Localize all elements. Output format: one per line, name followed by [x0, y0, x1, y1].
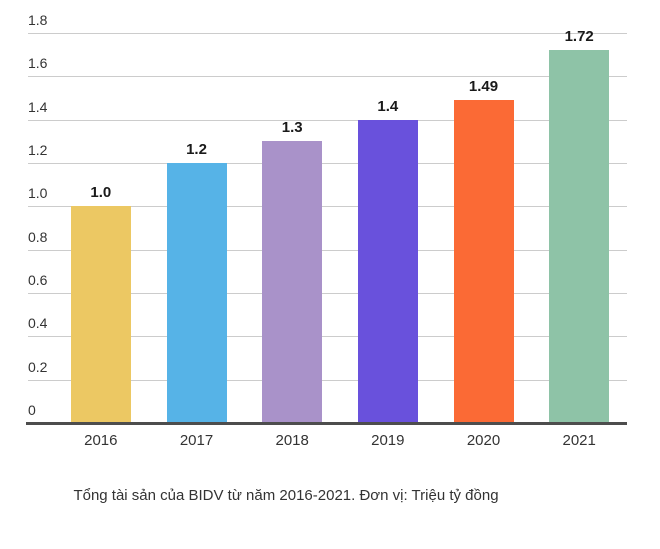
chart-caption: Tổng tài sản của BIDV từ năm 2016-2021. …	[73, 487, 499, 504]
x-tick-label: 2021	[562, 432, 596, 449]
bar-2020	[453, 100, 514, 423]
gridline	[28, 379, 627, 381]
gridline	[28, 163, 627, 164]
x-tick-label: 2017	[179, 432, 214, 449]
x-tick-label: 2016	[84, 432, 118, 449]
bar-2021	[549, 50, 610, 423]
x-tick-label: 2019	[371, 432, 405, 449]
bar-2018	[262, 141, 323, 423]
bar-value-label: 1.49	[468, 78, 499, 96]
y-tick-label: 1.4	[28, 98, 48, 115]
y-tick-label: 0.8	[28, 228, 48, 245]
gridline	[28, 249, 627, 251]
gridline	[28, 293, 627, 294]
y-tick-label: 0	[28, 402, 36, 418]
bar-value-label: 1.3	[281, 119, 303, 137]
gridline	[28, 336, 627, 338]
x-tick-label: 2020	[466, 432, 501, 449]
gridline	[28, 33, 627, 34]
y-tick-label: 0.4	[28, 315, 48, 332]
gridline	[28, 206, 627, 208]
gridline	[28, 76, 627, 78]
y-tick-label: 1.8	[28, 12, 48, 28]
bar-value-label: 1.4	[377, 97, 399, 115]
y-tick-label: 1.0	[28, 185, 48, 202]
bar-value-label: 1.0	[90, 184, 112, 202]
bar-2017	[166, 163, 227, 423]
bar-2016	[70, 206, 131, 423]
y-tick-label: 0.6	[28, 272, 48, 288]
y-tick-label: 1.6	[28, 55, 48, 72]
y-tick-label: 1.2	[28, 142, 48, 158]
bar-value-label: 1.72	[564, 28, 594, 46]
y-tick-label: 0.2	[28, 358, 48, 375]
bar-2019	[357, 119, 418, 423]
gridline	[28, 119, 627, 121]
x-axis-line	[26, 421, 627, 425]
bar-value-label: 1.2	[186, 141, 207, 158]
x-tick-label: 2018	[275, 432, 309, 449]
